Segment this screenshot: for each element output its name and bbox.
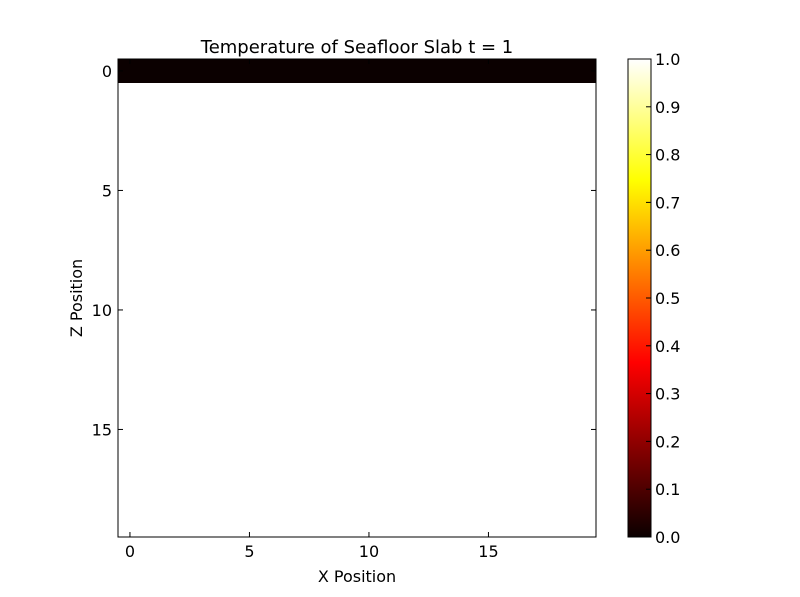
colorbar-tick-label: 0.1	[655, 480, 680, 499]
colorbar-tick-label: 1.0	[655, 50, 680, 69]
heatmap-row	[118, 393, 596, 418]
colorbar-tick-label: 0.5	[655, 289, 680, 308]
heatmap-row	[118, 202, 596, 227]
heatmap-row	[118, 82, 596, 107]
heatmap-row	[118, 178, 596, 203]
heatmap-row	[118, 226, 596, 251]
z-tick-label: 10	[92, 301, 112, 320]
heatmap-row	[118, 441, 596, 466]
colorbar-tick-label: 0.0	[655, 528, 680, 547]
z-tick-label: 15	[92, 420, 112, 439]
heatmap-row	[118, 513, 596, 537]
chart-title: Temperature of Seafloor Slab t = 1	[200, 37, 513, 58]
heatmap-row	[118, 130, 596, 155]
heatmap-row	[118, 465, 596, 490]
z-axis-ticks: 0 5 10 15	[92, 62, 596, 439]
heatmap-row	[118, 274, 596, 298]
heatmap-row	[118, 250, 596, 275]
heatmap-row	[118, 489, 596, 514]
colorbar-tick-label: 0.9	[655, 98, 680, 117]
heatmap-row	[118, 369, 596, 394]
plot-frame	[117, 58, 597, 538]
heatmap-row	[118, 417, 596, 442]
colorbar-tick-label: 0.8	[655, 146, 680, 165]
z-axis-label: Z Position	[67, 259, 86, 337]
x-tick-label: 15	[478, 542, 498, 561]
heatmap-row	[118, 154, 596, 179]
heatmap-row	[118, 345, 596, 370]
x-axis-ticks: 0 5 10 15	[125, 59, 499, 561]
heatmap-row	[118, 298, 596, 322]
colorbar-tick-label: 0.3	[655, 385, 680, 404]
colorbar-tick-label: 0.7	[655, 193, 680, 212]
colorbar-tick-label: 0.4	[655, 337, 680, 356]
heatmap-cells	[118, 59, 596, 537]
z-tick-label: 0	[102, 62, 112, 81]
x-axis-label: X Position	[318, 567, 396, 586]
heatmap-row	[118, 321, 596, 346]
colorbar-tick-label: 0.2	[655, 432, 680, 451]
x-tick-label: 0	[125, 542, 135, 561]
colorbar-ticks: 0.0 0.1 0.2 0.3 0.4 0.5 0.6 0.7 0.8 0.9 1.0	[646, 50, 680, 547]
heatmap-row	[118, 59, 596, 83]
z-tick-label: 5	[102, 181, 112, 200]
colorbar-tick-label: 0.6	[655, 241, 680, 260]
heatmap-row	[118, 106, 596, 131]
x-tick-label: 5	[244, 542, 254, 561]
x-tick-label: 10	[359, 542, 379, 561]
